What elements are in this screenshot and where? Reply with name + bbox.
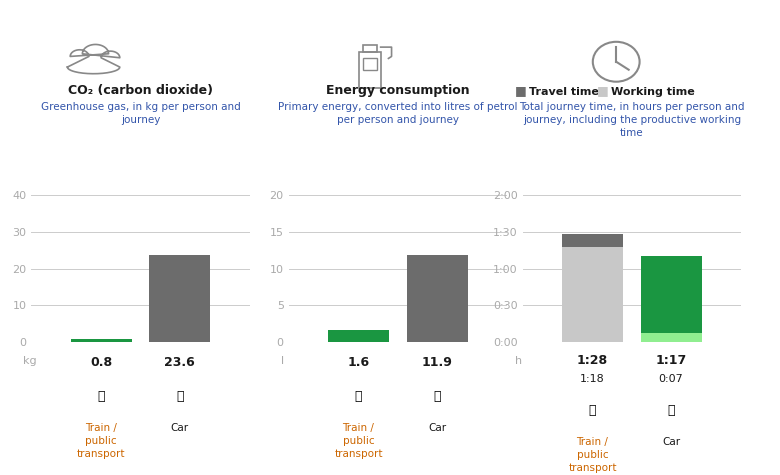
Text: kg: kg (23, 356, 37, 366)
Bar (363, 58, 377, 70)
Bar (640, 333, 702, 342)
Bar (363, 45, 377, 52)
Bar (359, 52, 381, 88)
Text: Car: Car (662, 437, 680, 447)
Bar (70, 339, 132, 342)
Text: Greenhouse gas, in kg per person and
journey: Greenhouse gas, in kg per person and jou… (41, 102, 240, 125)
Text: Train /
public
transport: Train / public transport (335, 423, 383, 459)
Text: Train /
public
transport: Train / public transport (77, 423, 126, 459)
Text: Primary energy, converted into litres of petrol
per person and journey: Primary energy, converted into litres of… (278, 102, 518, 125)
Text: 23.6: 23.6 (165, 356, 195, 369)
Bar (640, 256, 702, 342)
Text: l: l (281, 356, 284, 366)
Text: 1:17: 1:17 (655, 354, 686, 367)
Text: Car: Car (171, 423, 189, 433)
Text: 1:18: 1:18 (580, 374, 605, 384)
Text: 🚙: 🚙 (668, 404, 675, 418)
Bar (562, 234, 623, 247)
Text: 🚋: 🚋 (355, 390, 362, 403)
Text: 🚙: 🚙 (176, 390, 183, 403)
Text: 1.6: 1.6 (347, 356, 370, 369)
Text: 🚋: 🚋 (98, 390, 105, 403)
Text: 🚋: 🚋 (589, 404, 596, 418)
Text: Total journey time, in hours per person and
journey, including the productive wo: Total journey time, in hours per person … (519, 102, 745, 138)
Text: ■: ■ (597, 85, 608, 97)
Text: Energy consumption: Energy consumption (326, 85, 470, 97)
Text: 🚙: 🚙 (434, 390, 441, 403)
Bar (328, 330, 389, 342)
Text: CO₂ (carbon dioxide): CO₂ (carbon dioxide) (68, 85, 213, 97)
Bar (406, 255, 468, 342)
Text: Working time: Working time (611, 87, 694, 97)
Bar (149, 256, 211, 342)
Text: 1:28: 1:28 (577, 354, 608, 367)
Text: 11.9: 11.9 (422, 356, 452, 369)
Text: Train /
public
transport: Train / public transport (569, 437, 617, 474)
Text: Car: Car (428, 423, 446, 433)
Text: h: h (515, 356, 522, 366)
Text: Travel time: Travel time (529, 87, 599, 97)
Text: ■: ■ (515, 85, 527, 97)
Bar (562, 247, 623, 342)
Text: 0.8: 0.8 (90, 356, 112, 369)
Text: 0:07: 0:07 (659, 374, 683, 384)
